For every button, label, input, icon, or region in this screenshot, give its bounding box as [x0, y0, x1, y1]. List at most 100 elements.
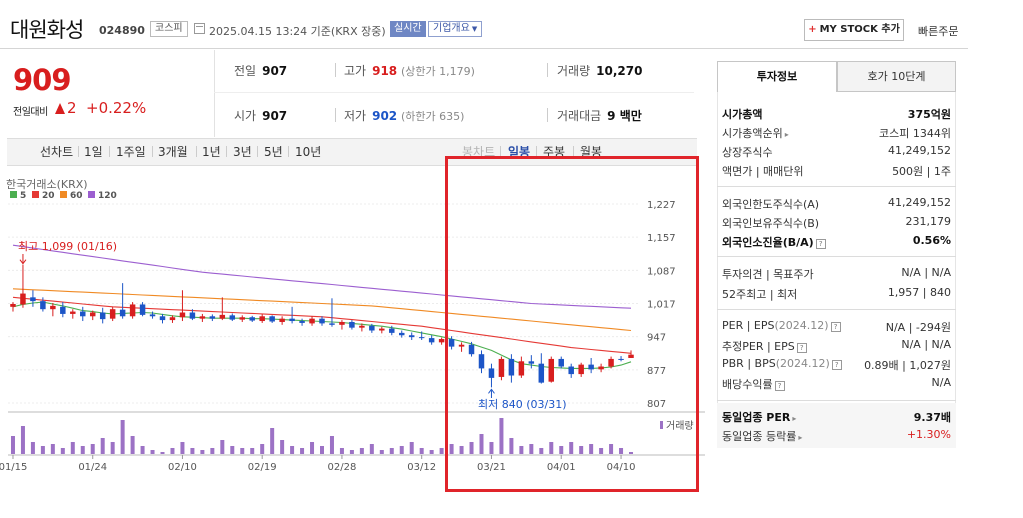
y-tick-label: 1,157	[647, 233, 676, 244]
tab-divider	[226, 146, 227, 157]
tab-1y[interactable]: 1년	[202, 145, 221, 159]
candle-body	[189, 312, 196, 319]
quote-datetime: 2025.04.15 13:24 기준(KRX 장중)	[209, 25, 386, 38]
tab-line-chart[interactable]: 선차트	[40, 145, 74, 159]
volume-bar	[469, 442, 474, 454]
volume-bar	[579, 446, 584, 454]
help-icon[interactable]: ?	[796, 343, 807, 353]
help-icon[interactable]: ?	[815, 239, 826, 249]
y-tick-label: 1,227	[647, 200, 676, 211]
cell-divider	[335, 63, 336, 77]
tab-divider	[196, 146, 197, 157]
prev-close-value: 907	[262, 64, 288, 78]
candle-body	[389, 328, 395, 333]
volume-bar	[459, 446, 464, 454]
x-tick-label: 03/12	[407, 462, 436, 473]
foreign-hold-label: 외국인보유주식수(B)	[722, 217, 820, 230]
quick-order-link[interactable]: 빠른주문	[918, 25, 959, 38]
cap-rank-label: 시가총액순위	[722, 127, 783, 140]
add-mystock-button[interactable]: + MY STOCK 추가	[804, 19, 904, 41]
stock-code: 024890	[99, 24, 145, 37]
realtime-badge[interactable]: 실시간	[390, 21, 426, 37]
volume-bar	[489, 442, 494, 454]
chevron-right-icon[interactable]: ▸	[792, 414, 797, 423]
candle-body	[458, 344, 465, 347]
price-change-pct: +0.22%	[86, 99, 147, 117]
candle-body	[129, 304, 136, 317]
volume-bar	[429, 450, 434, 454]
est-per-value: N/A | N/A	[901, 338, 951, 351]
candle-body	[528, 361, 535, 364]
prev-close-label: 전일	[234, 64, 257, 78]
tab-weekly[interactable]: 주봉	[543, 145, 566, 159]
tab-invest-info[interactable]: 투자정보	[717, 61, 837, 92]
row-cap-rank: 시가총액순위 ▸ 코스피 1344위	[722, 125, 951, 141]
volume-bar	[300, 448, 305, 454]
quote-row-divider	[214, 92, 694, 93]
section-divider	[717, 186, 956, 187]
annotation-arrows	[19, 254, 495, 398]
volume-bar	[250, 448, 255, 454]
candle-body	[329, 323, 335, 325]
tab-divider	[288, 146, 289, 157]
foreign-limit-label: 외국인한도주식수(A)	[722, 198, 820, 211]
info-panel	[717, 92, 956, 448]
candle-body	[488, 368, 495, 378]
help-icon[interactable]: ?	[774, 381, 785, 391]
volume-bar	[120, 420, 125, 454]
price-chart[interactable]: 1,227 1,157 1,087 1,017 947 877 807 01/15 01/24…	[0, 170, 705, 475]
opinion-label: 투자의견 | 목표주가	[722, 268, 814, 281]
low-arrow-head	[488, 388, 495, 394]
tab-10y[interactable]: 10년	[295, 145, 322, 159]
candle-body	[598, 366, 604, 370]
candlestick-series	[10, 264, 634, 388]
x-tick-label: 02/19	[248, 462, 277, 473]
legend-label: 120	[98, 191, 117, 201]
volume-bar	[449, 444, 454, 454]
tab-daily[interactable]: 일봉	[508, 145, 531, 159]
corp-info-dropdown[interactable]: 기업개요 ▼	[428, 21, 483, 37]
volume-bar	[310, 442, 315, 454]
candle-body	[289, 318, 295, 322]
volume-bar	[479, 434, 484, 454]
candle-body	[299, 321, 305, 323]
volume-bar	[90, 444, 95, 454]
volume-bar	[30, 442, 35, 454]
tab-monthly[interactable]: 월봉	[580, 145, 603, 159]
volume-bar	[519, 446, 524, 454]
upper-limit: (상한가 1,179)	[400, 65, 475, 78]
candle-body	[89, 312, 96, 317]
change-label: 전일대비	[13, 107, 48, 118]
volume-bar	[210, 448, 215, 454]
chevron-right-icon[interactable]: ▸	[784, 130, 789, 139]
tab-1w[interactable]: 1주일	[116, 145, 146, 159]
candle-body	[359, 325, 365, 328]
volume-bar	[419, 448, 424, 454]
help-icon[interactable]: ?	[831, 360, 842, 370]
volume-bars	[10, 418, 634, 454]
tab-5y[interactable]: 5년	[264, 145, 283, 159]
candle-body	[199, 316, 206, 319]
tab-3m[interactable]: 3개월	[158, 145, 188, 159]
candle-body	[588, 364, 594, 370]
tab-order-book[interactable]: 호가 10단계	[837, 61, 956, 92]
chevron-right-icon[interactable]: ▸	[798, 433, 803, 442]
volume-bar	[140, 446, 145, 454]
tab-1d[interactable]: 1일	[84, 145, 103, 159]
tab-candle-chart[interactable]: 봉차트	[462, 145, 496, 159]
legend-swatch	[60, 191, 67, 198]
day-low-label: 저가	[344, 109, 367, 123]
tab-3y[interactable]: 3년	[233, 145, 252, 159]
help-icon[interactable]: ?	[830, 322, 841, 332]
volume-bar	[20, 426, 25, 454]
chart-legend: 5 20 60 120	[10, 191, 117, 201]
candle-body	[10, 303, 16, 307]
trade-amount: 거래대금 9 백만	[557, 107, 642, 124]
section-divider	[717, 309, 956, 310]
candle-body	[20, 293, 26, 305]
legend-label: 60	[70, 191, 83, 201]
volume-bar	[150, 450, 155, 454]
cell-divider	[335, 108, 336, 122]
row-est-per: 추정PER | EPS? N/A | N/A	[722, 338, 951, 354]
row-foreign-hold: 외국인보유주식수(B) 231,179	[722, 215, 951, 231]
